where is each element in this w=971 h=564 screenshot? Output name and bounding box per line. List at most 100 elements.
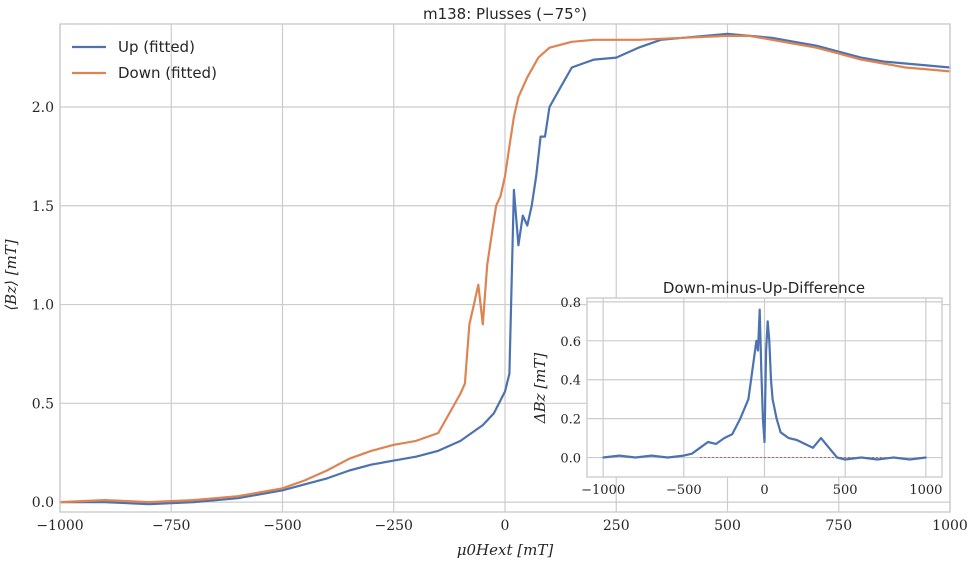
main-series-1-point <box>464 382 466 385</box>
inset-ytick-label: 0.4 <box>560 374 581 389</box>
main-xlabel: μ0Hext [mT] <box>457 541 554 559</box>
main-series-0-point <box>517 244 520 247</box>
main-series-1-point <box>468 323 471 326</box>
main-series-0-point <box>493 412 495 415</box>
main-series-1-point <box>926 68 929 71</box>
main-series-0-point <box>615 56 618 59</box>
main-series-1-point <box>517 96 520 98</box>
main-series-1-point <box>637 38 640 41</box>
main-series-1-point <box>348 457 351 460</box>
main-series-0-point <box>370 463 373 466</box>
inset-series-0-point <box>618 454 621 457</box>
main-series-line-1 <box>59 34 951 504</box>
main-series-1-point <box>526 76 529 79</box>
main-xtick-label: 750 <box>825 518 852 534</box>
main-series-1-point <box>771 38 773 41</box>
inset-xtick-label: −1000 <box>581 483 625 498</box>
main-xtick-label: −1000 <box>36 518 83 534</box>
main-series-0-point <box>237 497 239 500</box>
main-series-1-point <box>392 443 395 446</box>
main-ytick-label: 1.0 <box>32 298 54 314</box>
inset-series-0-point <box>828 446 830 449</box>
inset-series-0-point <box>715 443 717 445</box>
main-series-1-point <box>882 62 885 65</box>
main-series-0-point <box>815 44 818 47</box>
main-series-0-point <box>582 62 584 65</box>
main-series-1-point <box>548 46 551 49</box>
inset-title: Down-minus-Up-Difference <box>663 279 865 297</box>
main-series-1-point <box>593 38 595 41</box>
main-xtick-label: 0 <box>501 518 510 534</box>
main-series-1-point <box>726 35 729 37</box>
inset-series-0-point <box>707 441 709 443</box>
legend-label-down: Down (fitted) <box>118 64 217 82</box>
main-series-1-point <box>486 264 489 266</box>
inset-series-0-point <box>787 437 790 439</box>
main-series-0-point <box>470 432 473 434</box>
inset-series-0-point <box>723 437 726 439</box>
main-ylabel: ⟨Bz⟩ [mT] <box>2 239 20 310</box>
main-series-0-point <box>481 424 484 426</box>
main-xtick-label: −500 <box>263 518 301 534</box>
main-series-1-point <box>477 283 480 286</box>
main-series-1-point <box>473 303 475 306</box>
main-series-1-point <box>904 66 907 69</box>
main-series-1-point <box>748 35 751 37</box>
main-series-0-point <box>882 60 885 63</box>
inset-series-0-point <box>908 458 911 461</box>
main-series-0-point <box>539 135 542 138</box>
main-series-1-point <box>793 42 796 45</box>
inset-series-0-point <box>779 431 782 434</box>
main-xtick-label: 250 <box>603 518 630 534</box>
inset-series-0-point <box>836 456 838 459</box>
legend: Up (fitted) Down (fitted) <box>72 38 217 82</box>
inset-series-0-point <box>751 369 754 371</box>
inset-series-0-point <box>766 320 769 323</box>
main-series-1-point <box>513 116 515 118</box>
inset-ytick-label: 0.8 <box>560 296 581 311</box>
main-ytick-label: 1.5 <box>32 199 54 215</box>
inset-xtick-label: 500 <box>833 483 858 498</box>
inset-series-0-point <box>925 456 927 459</box>
inset-series-0-point <box>770 378 772 381</box>
main-series-0-point <box>548 106 551 108</box>
inset-ytick-label: 0.0 <box>560 452 581 467</box>
main-series-1-point <box>495 204 497 207</box>
main-series-0-point <box>103 501 106 503</box>
inset-series-0-point <box>763 441 766 443</box>
main-series-0-point <box>437 449 440 452</box>
main-series-0-point <box>570 66 573 69</box>
inset-series-0-point <box>739 417 742 420</box>
inset-series-0-point <box>682 454 685 457</box>
inset-ytick-label: 0.6 <box>560 335 581 350</box>
inset-series-0-point <box>691 452 693 455</box>
main-series-1-point <box>615 38 618 41</box>
main-series-1-point <box>860 58 862 61</box>
inset-series-0-point <box>602 456 604 459</box>
inset-series-0-point <box>803 443 806 445</box>
main-series-0-point <box>837 50 840 53</box>
inset-series-0-point <box>820 437 822 439</box>
main-ytick-label: 0.0 <box>32 495 54 511</box>
inset-series-0-point <box>666 456 669 459</box>
inset-chart: Down-minus-Up-Difference −1000 −500 0 500 10… <box>531 279 943 498</box>
main-series-0-point <box>281 489 284 492</box>
inset-series-0-point <box>758 308 761 311</box>
main-series-0-point <box>860 56 862 59</box>
inset-series-0-point <box>876 458 879 461</box>
main-series-0-point <box>530 204 533 207</box>
main-series-0-point <box>544 135 546 138</box>
inset-series-0-point <box>699 446 701 449</box>
inset-xtick-label: 0 <box>760 483 768 498</box>
inset-series-0-point <box>795 439 798 441</box>
main-series-0-point <box>326 477 328 480</box>
main-series-1-point <box>103 499 106 501</box>
inset-series-0-point <box>747 398 750 401</box>
main-series-0-point <box>459 440 462 442</box>
main-series-1-point <box>837 52 840 55</box>
inset-series-0-point <box>634 456 637 459</box>
main-series-1-point <box>303 479 306 482</box>
inset-xtick-label: 1000 <box>909 483 942 498</box>
main-xtick-label: 500 <box>714 518 741 534</box>
main-series-0-point <box>513 189 515 191</box>
